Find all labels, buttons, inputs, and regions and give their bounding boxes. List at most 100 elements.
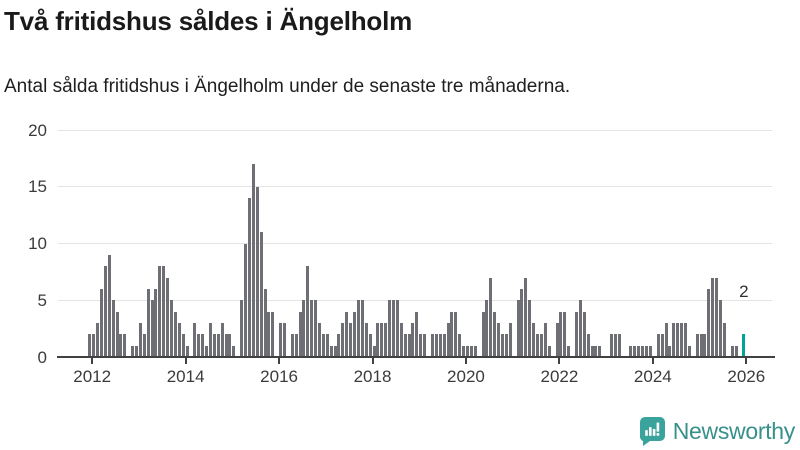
- bar: [185, 345, 189, 357]
- bar: [267, 311, 271, 357]
- bar: [103, 266, 107, 357]
- bar: [391, 300, 395, 357]
- bar: [590, 345, 594, 357]
- x-axis-label: 2026: [727, 367, 766, 386]
- bar: [730, 345, 734, 357]
- bar: [138, 322, 142, 357]
- bar: [516, 300, 520, 357]
- x-axis-label: 2014: [166, 367, 205, 386]
- bar: [497, 322, 501, 357]
- bar: [384, 322, 388, 357]
- x-axis-label: 2018: [353, 367, 392, 386]
- bar: [672, 322, 676, 357]
- bar: [353, 311, 357, 357]
- bar: [321, 334, 325, 357]
- bar: [446, 322, 450, 357]
- bar: [380, 322, 384, 357]
- gridline: [58, 186, 772, 188]
- bar: [224, 334, 228, 357]
- bar: [205, 345, 209, 357]
- bar: [290, 334, 294, 357]
- bar: [193, 322, 197, 357]
- bar: [664, 322, 668, 357]
- x-axis-tick: [91, 358, 94, 364]
- bar: [364, 322, 368, 357]
- x-axis-tick: [464, 358, 467, 364]
- bar: [146, 288, 150, 357]
- bar: [430, 334, 434, 357]
- bar: [543, 322, 547, 357]
- bar: [563, 311, 567, 357]
- bar: [559, 311, 563, 357]
- bar: [645, 345, 649, 357]
- bar: [263, 288, 267, 357]
- bar: [594, 345, 598, 357]
- bar: [465, 345, 469, 357]
- chart-subtitle: Antal sålda fritidshus i Ängelholm under…: [4, 76, 571, 97]
- bar: [660, 334, 664, 357]
- bar: [711, 277, 715, 357]
- bar: [306, 266, 310, 357]
- y-axis-label: 10: [28, 234, 47, 253]
- bar: [524, 277, 528, 357]
- y-axis-label: 0: [37, 347, 47, 367]
- x-axis-tick: [745, 358, 748, 364]
- bar: [208, 322, 212, 357]
- newsworthy-brand-text: Newsworthy: [672, 418, 796, 444]
- x-axis-tick: [651, 358, 654, 364]
- bar: [695, 334, 699, 357]
- x-axis-label: 2016: [260, 367, 298, 386]
- bar: [633, 345, 637, 357]
- bar: [481, 311, 485, 357]
- bar: [166, 277, 170, 357]
- bar: [177, 322, 181, 357]
- bar: [539, 334, 543, 357]
- bar: [150, 300, 154, 357]
- bar: [259, 232, 263, 357]
- bar: [99, 288, 103, 357]
- bar: [680, 322, 684, 357]
- bar: [318, 322, 322, 357]
- x-axis-tick: [184, 358, 187, 364]
- bar: [536, 334, 540, 357]
- bar: [598, 345, 602, 357]
- x-axis-tick: [558, 358, 561, 364]
- bar: [399, 322, 403, 357]
- bar: [131, 345, 135, 357]
- bar: [325, 334, 329, 357]
- bar: [567, 345, 571, 357]
- bar: [298, 311, 302, 357]
- x-axis-label: 2020: [447, 367, 485, 386]
- newsworthy-logo[interactable]: Newsworthy: [639, 417, 796, 446]
- bar: [232, 345, 236, 357]
- bar: [722, 322, 726, 357]
- x-axis-label: 2024: [633, 367, 672, 386]
- bar: [244, 243, 248, 357]
- bar: [345, 311, 349, 357]
- bar: [220, 322, 224, 357]
- bar: [707, 288, 711, 357]
- bar: [473, 345, 477, 357]
- bar: [376, 322, 380, 357]
- gridline: [58, 243, 772, 244]
- bar: [442, 334, 446, 357]
- bar: [96, 322, 100, 357]
- bar: [310, 300, 314, 357]
- bar: [629, 345, 633, 357]
- bar: [574, 311, 578, 357]
- bar: [699, 334, 703, 357]
- bar: [434, 334, 438, 357]
- y-axis-label: 15: [28, 177, 47, 197]
- bar: [586, 334, 590, 357]
- x-axis-tick: [371, 358, 374, 364]
- bar: [372, 345, 376, 357]
- bar: [493, 311, 497, 357]
- bar: [181, 334, 185, 357]
- bar: [154, 288, 158, 357]
- bar: [212, 334, 216, 357]
- bar: [520, 288, 524, 357]
- bar: [158, 266, 162, 357]
- bar: [419, 334, 423, 357]
- bar: [504, 334, 508, 357]
